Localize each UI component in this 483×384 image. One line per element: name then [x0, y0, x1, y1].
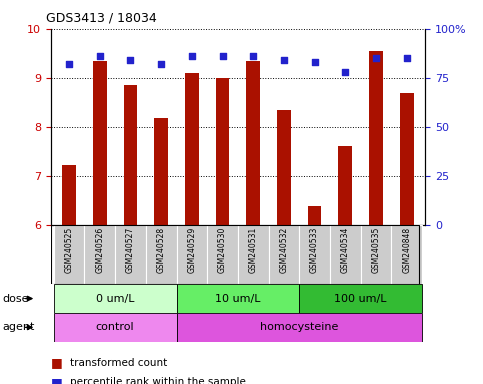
Point: [65, 61, 73, 67]
Bar: [361, 225, 391, 284]
Bar: [85, 225, 115, 284]
Text: 10 um/L: 10 um/L: [215, 293, 261, 304]
Bar: [185, 73, 199, 225]
Bar: [146, 225, 176, 284]
Point: [249, 53, 257, 59]
Text: GSM240848: GSM240848: [402, 227, 411, 273]
Point: [341, 69, 349, 75]
Text: GSM240526: GSM240526: [95, 227, 104, 273]
Text: control: control: [96, 322, 134, 333]
Bar: [308, 206, 322, 225]
Point: [127, 57, 134, 63]
Bar: [176, 225, 207, 284]
Bar: [176, 313, 422, 342]
Bar: [369, 51, 383, 225]
Point: [96, 53, 104, 59]
Point: [219, 53, 227, 59]
Text: transformed count: transformed count: [70, 358, 167, 368]
Text: GSM240529: GSM240529: [187, 227, 197, 273]
Bar: [238, 225, 269, 284]
Point: [372, 55, 380, 61]
Bar: [54, 284, 176, 313]
Text: 100 um/L: 100 um/L: [334, 293, 387, 304]
Text: GDS3413 / 18034: GDS3413 / 18034: [46, 12, 156, 25]
Bar: [269, 225, 299, 284]
Text: GSM240530: GSM240530: [218, 227, 227, 273]
Bar: [115, 225, 146, 284]
Text: homocysteine: homocysteine: [260, 322, 339, 333]
Text: GSM240528: GSM240528: [156, 227, 166, 273]
Text: 0 um/L: 0 um/L: [96, 293, 134, 304]
Text: GSM240525: GSM240525: [65, 227, 73, 273]
Bar: [62, 165, 76, 225]
Bar: [391, 225, 422, 284]
Point: [280, 57, 288, 63]
Text: GSM240534: GSM240534: [341, 227, 350, 273]
Bar: [154, 118, 168, 225]
Bar: [400, 93, 413, 225]
Bar: [299, 225, 330, 284]
Text: percentile rank within the sample: percentile rank within the sample: [70, 377, 246, 384]
Bar: [93, 61, 107, 225]
Bar: [299, 284, 422, 313]
Text: ■: ■: [51, 376, 62, 384]
Text: agent: agent: [2, 322, 35, 333]
Bar: [277, 109, 291, 225]
Point: [403, 55, 411, 61]
Bar: [215, 78, 229, 225]
Bar: [176, 284, 299, 313]
Bar: [339, 146, 352, 225]
Bar: [54, 313, 176, 342]
Bar: [124, 85, 137, 225]
Point: [157, 61, 165, 67]
Text: GSM240531: GSM240531: [249, 227, 258, 273]
Bar: [330, 225, 361, 284]
Bar: [54, 225, 85, 284]
Bar: [246, 61, 260, 225]
Text: GSM240533: GSM240533: [310, 227, 319, 273]
Text: GSM240527: GSM240527: [126, 227, 135, 273]
Text: GSM240535: GSM240535: [371, 227, 381, 273]
Point: [311, 59, 318, 65]
Text: GSM240532: GSM240532: [279, 227, 288, 273]
Text: ■: ■: [51, 356, 62, 369]
Bar: [207, 225, 238, 284]
Point: [188, 53, 196, 59]
Text: dose: dose: [2, 293, 29, 304]
